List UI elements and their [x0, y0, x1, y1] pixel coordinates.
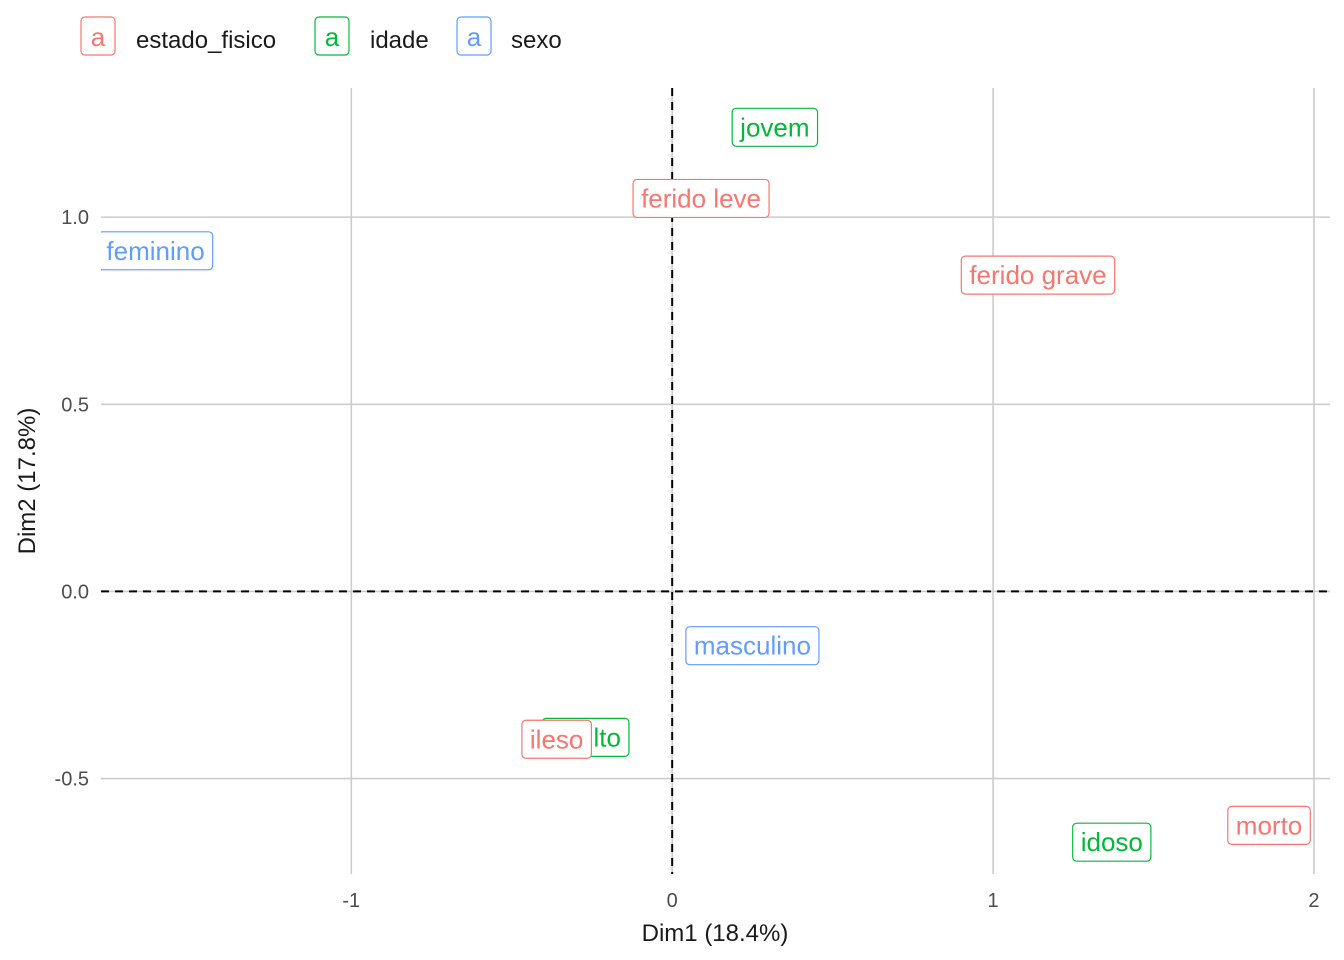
point-label-jovem: jovem — [731, 107, 819, 147]
label-box — [632, 178, 770, 219]
y-axis-ticks: -0.5 0.0 0.5 1.0 — [55, 207, 89, 790]
legend-item-sexo: a sexo — [456, 16, 562, 56]
legend-item-estado-fisico: a estado_fisico — [80, 16, 276, 56]
point-labels: jovemadultoidosofemininomasculinoferido … — [101, 107, 1311, 862]
label-text: morto — [1236, 810, 1302, 840]
point-label-ileso: ileso — [521, 719, 593, 759]
reference-lines — [101, 88, 1330, 874]
label-box — [1227, 805, 1311, 845]
legend-key-estado-fisico — [80, 16, 116, 56]
x-tick-label: 0 — [667, 890, 678, 912]
label-box — [960, 255, 1116, 295]
point-label-ferido-grave: ferido grave — [960, 255, 1116, 295]
point-label-morto: morto — [1227, 805, 1311, 845]
label-text: ferido grave — [969, 260, 1106, 290]
point-label-masculino: masculino — [685, 626, 820, 666]
label-text: idoso — [1081, 827, 1143, 857]
y-tick-label: 0.5 — [61, 394, 89, 416]
label-text: ileso — [530, 724, 583, 754]
legend-label-estado-fisico: estado_fisico — [136, 27, 276, 54]
label-box — [685, 626, 820, 666]
label-text: feminino — [106, 236, 204, 266]
point-label-idoso: idoso — [1072, 822, 1152, 862]
x-tick-label: 1 — [988, 890, 999, 912]
x-axis-ticks: -1 0 1 2 — [342, 890, 1319, 912]
point-label-feminino: feminino — [101, 231, 214, 271]
label-box — [101, 231, 214, 271]
legend-key-symbol: a — [91, 22, 106, 52]
label-box — [1072, 822, 1152, 862]
legend-item-idade: a idade — [314, 16, 429, 56]
label-text: jovem — [739, 112, 809, 142]
x-tick-label: -1 — [342, 890, 360, 912]
x-axis-title: Dim1 (18.4%) — [642, 920, 789, 947]
y-axis-title: Dim2 (17.8%) — [14, 408, 41, 555]
x-tick-label: 2 — [1308, 890, 1319, 912]
legend: a estado_fisico a idade a sexo — [80, 16, 562, 56]
point-label-ferido-leve: ferido leve — [632, 178, 770, 219]
label-text: ferido leve — [641, 183, 761, 213]
legend-label-idade: idade — [370, 27, 429, 54]
legend-label-sexo: sexo — [511, 27, 562, 54]
y-tick-label: -0.5 — [55, 769, 89, 791]
y-tick-label: 1.0 — [61, 207, 89, 229]
legend-key-sexo — [456, 16, 492, 56]
label-text: masculino — [694, 631, 811, 661]
legend-key-idade — [314, 16, 350, 56]
label-box — [731, 107, 819, 147]
label-box — [521, 719, 593, 759]
legend-key-symbol: a — [467, 22, 482, 52]
legend-key-symbol: a — [325, 22, 340, 52]
y-tick-label: 0.0 — [61, 581, 89, 603]
